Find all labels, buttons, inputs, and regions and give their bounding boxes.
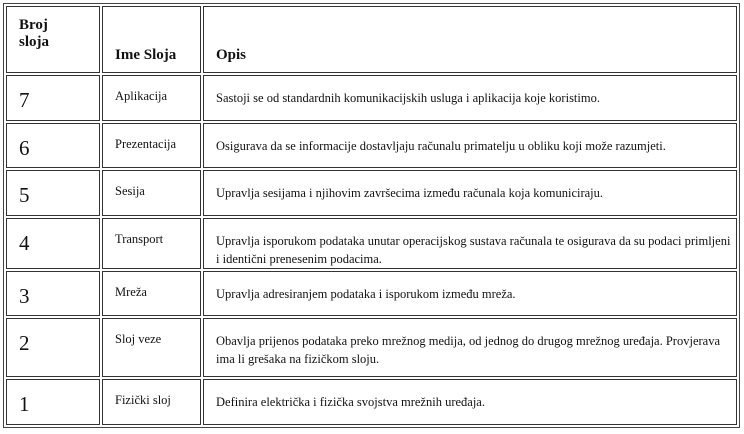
table-row: 3 Mreža Upravlja adresiranjem podataka i i… [6,271,737,316]
layer-name: Aplikacija [102,75,201,121]
layer-number: 4 [6,218,100,269]
layer-number: 7 [6,75,100,121]
layer-description: Definira električka i fizička svojstva m… [203,379,737,425]
layer-description: Upravlja sesijama i njihovim završecima … [203,170,737,216]
layer-name: Transport [102,218,201,269]
header-layer-name: Ime Sloja [102,6,201,73]
layer-description: Sastoji se od standardnih komunikacijski… [203,75,737,121]
layer-description: Obavlja prijenos podataka preko mrežnog … [203,318,737,377]
layer-name: Sesija [102,170,201,216]
layer-name: Fizički sloj [102,379,201,425]
header-row: Broj sloja Ime Sloja Opis [6,6,737,73]
header-layer-number: Broj sloja [6,6,100,73]
header-description: Opis [203,6,737,73]
layer-description: Upravlja isporukom podataka unutar opera… [203,218,737,269]
layer-name: Prezentacija [102,123,201,168]
layer-number: 6 [6,123,100,168]
osi-layers-table: Broj sloja Ime Sloja Opis 7 Aplikacija Sas… [3,3,740,428]
layer-number: 1 [6,379,100,425]
layer-name: Mreža [102,271,201,316]
layer-number: 5 [6,170,100,216]
table-row: 7 Aplikacija Sastoji se od standardnih kom… [6,75,737,121]
layer-description: Osigurava da se informacije dostavljaju … [203,123,737,168]
table-row: 2 Sloj veze Obavlja prijenos podataka prek… [6,318,737,377]
layer-name: Sloj veze [102,318,201,377]
layer-number: 2 [6,318,100,377]
table-row: 1 Fizički sloj Definira električka i fizič… [6,379,737,425]
table-row: 5 Sesija Upravlja sesijama i njihovim zavr… [6,170,737,216]
table-row: 4 Transport Upravlja isporukom podataka un… [6,218,737,269]
layer-number: 3 [6,271,100,316]
layer-description: Upravlja adresiranjem podataka i isporuk… [203,271,737,316]
table-row: 6 Prezentacija Osigurava da se informacije… [6,123,737,168]
